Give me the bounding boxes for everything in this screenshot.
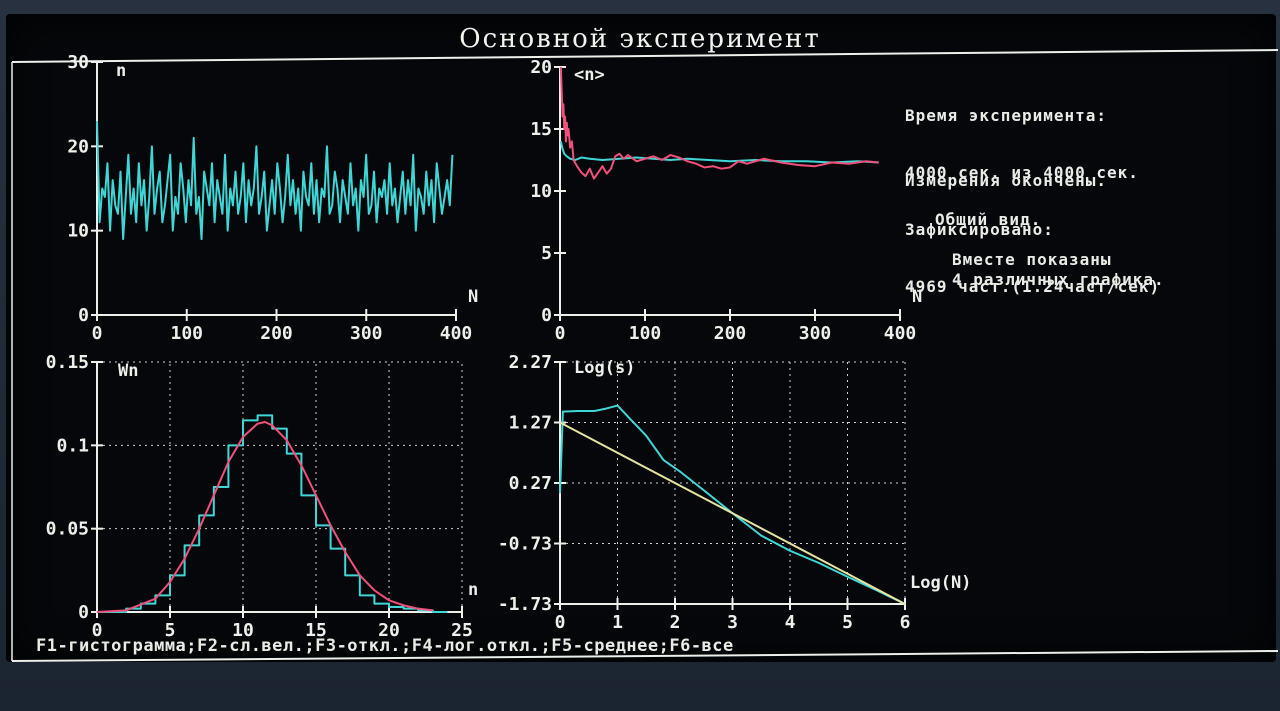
logdev-series-theory [559, 421, 906, 605]
logdev-y-tick-label: 2.27 [509, 352, 552, 373]
info-time-label: Время эксперимента: [905, 106, 1108, 125]
footer-rule [11, 650, 1279, 662]
logdev-y-tick-label: -0.73 [498, 534, 552, 555]
logdev-x-label: Log(N) [910, 573, 971, 593]
mean-y-tick-label: 5 [541, 243, 552, 264]
logdev-chart: 0 1 2 3 4 5 6 -1.73 -0.73 0.27 1.27 2.27 Log(N) Log(s… [498, 352, 972, 633]
histogram-chart: 0 5 10 15 20 25 0 0.05 0.1 0.15 n Wn [46, 352, 479, 641]
histogram-y-label: Wn [118, 361, 138, 381]
counts-x-tick-label: 0 [92, 323, 103, 344]
counts-y-label: n [116, 61, 126, 81]
view-text: Общий вид. [935, 210, 1042, 229]
logdev-x-tick-label: 0 [555, 612, 566, 633]
counts-series-n [96, 121, 454, 241]
histogram-x-tick-label: 5 [165, 620, 176, 641]
mean-y-label: <n> [574, 65, 605, 85]
histogram-series-fit [96, 421, 433, 613]
crt-display [6, 14, 1276, 662]
page-title: Основной эксперимент [459, 24, 821, 54]
histogram-x-tick-label: 20 [378, 620, 400, 641]
counts-x-tick-label: 300 [350, 323, 383, 344]
mean-series-cyan [559, 141, 879, 164]
mean-x-tick-label: 400 [884, 323, 917, 344]
mean-x-tick-label: 0 [555, 323, 566, 344]
histogram-y-tick-label: 0.1 [56, 435, 89, 456]
logdev-y-tick-label: 0.27 [509, 473, 552, 494]
info-count-value: 4969 част.(1.24част/сек) [905, 277, 1161, 296]
histogram-y-tick-label: 0 [78, 602, 89, 623]
counts-x-label: N [468, 287, 478, 307]
counts-y-tick-label: 30 [67, 52, 89, 73]
mean-x-label: N [912, 287, 922, 307]
mean-y-tick-label: 20 [530, 57, 552, 78]
note-line-1: Вместе показаны [952, 250, 1112, 269]
logdev-x-tick-label: 2 [670, 612, 681, 633]
logdev-x-tick-label: 1 [612, 612, 623, 633]
status-text: Измерения окончены. [905, 171, 1108, 190]
histogram-series-histogram [97, 414, 448, 613]
mean-y-tick-label: 15 [530, 119, 552, 140]
mean-x-tick-label: 300 [799, 323, 832, 344]
logdev-x-tick-label: 5 [842, 612, 853, 633]
histogram-y-tick-label: 0.05 [46, 519, 89, 540]
histogram-y-tick-label: 0.15 [46, 352, 89, 373]
mean-chart: 0 100 200 300 400 0 5 10 15 20 N <n> [530, 57, 922, 344]
counts-chart: 0 100 200 300 400 0 10 20 30 Nn [67, 52, 478, 344]
function-key-bar: F1-гистограмма;F2-сл.вел.;F3-откл.;F4-ло… [36, 636, 734, 656]
counts-y-tick-label: 10 [67, 221, 89, 242]
info-count-label: Зафиксировано: [905, 220, 1054, 239]
histogram-x-tick-label: 0 [92, 620, 103, 641]
counts-x-tick-label: 200 [260, 323, 293, 344]
histogram-x-label: n [468, 580, 478, 600]
logdev-x-tick-label: 6 [900, 612, 911, 633]
logdev-y-tick-label: -1.73 [498, 594, 552, 615]
mean-y-tick-label: 10 [530, 181, 552, 202]
logdev-x-tick-label: 4 [785, 612, 796, 633]
mean-series-red [559, 66, 879, 180]
mean-y-tick-label: 0 [541, 305, 552, 326]
note-line-2: 4 различных графика. [952, 270, 1165, 289]
histogram-x-tick-label: 25 [451, 620, 473, 641]
histogram-x-tick-label: 10 [232, 620, 254, 641]
title-rule [11, 49, 1279, 63]
counts-y-tick-label: 0 [78, 305, 89, 326]
info-panel: Время эксперимента: 4000 сек. из 4000 се… [905, 68, 1160, 334]
logdev-series-measured [559, 404, 906, 605]
counts-y-tick-label: 20 [67, 136, 89, 157]
info-time-value: 4000 сек. из 4000 сек. [905, 163, 1139, 182]
logdev-y-label: Log(s) [574, 358, 635, 378]
histogram-x-tick-label: 15 [305, 620, 327, 641]
logdev-x-tick-label: 3 [727, 612, 738, 633]
counts-x-tick-label: 400 [440, 323, 473, 344]
mean-x-tick-label: 200 [714, 323, 747, 344]
mean-x-tick-label: 100 [629, 323, 662, 344]
logdev-y-tick-label: 1.27 [509, 413, 552, 434]
counts-x-tick-label: 100 [170, 323, 203, 344]
